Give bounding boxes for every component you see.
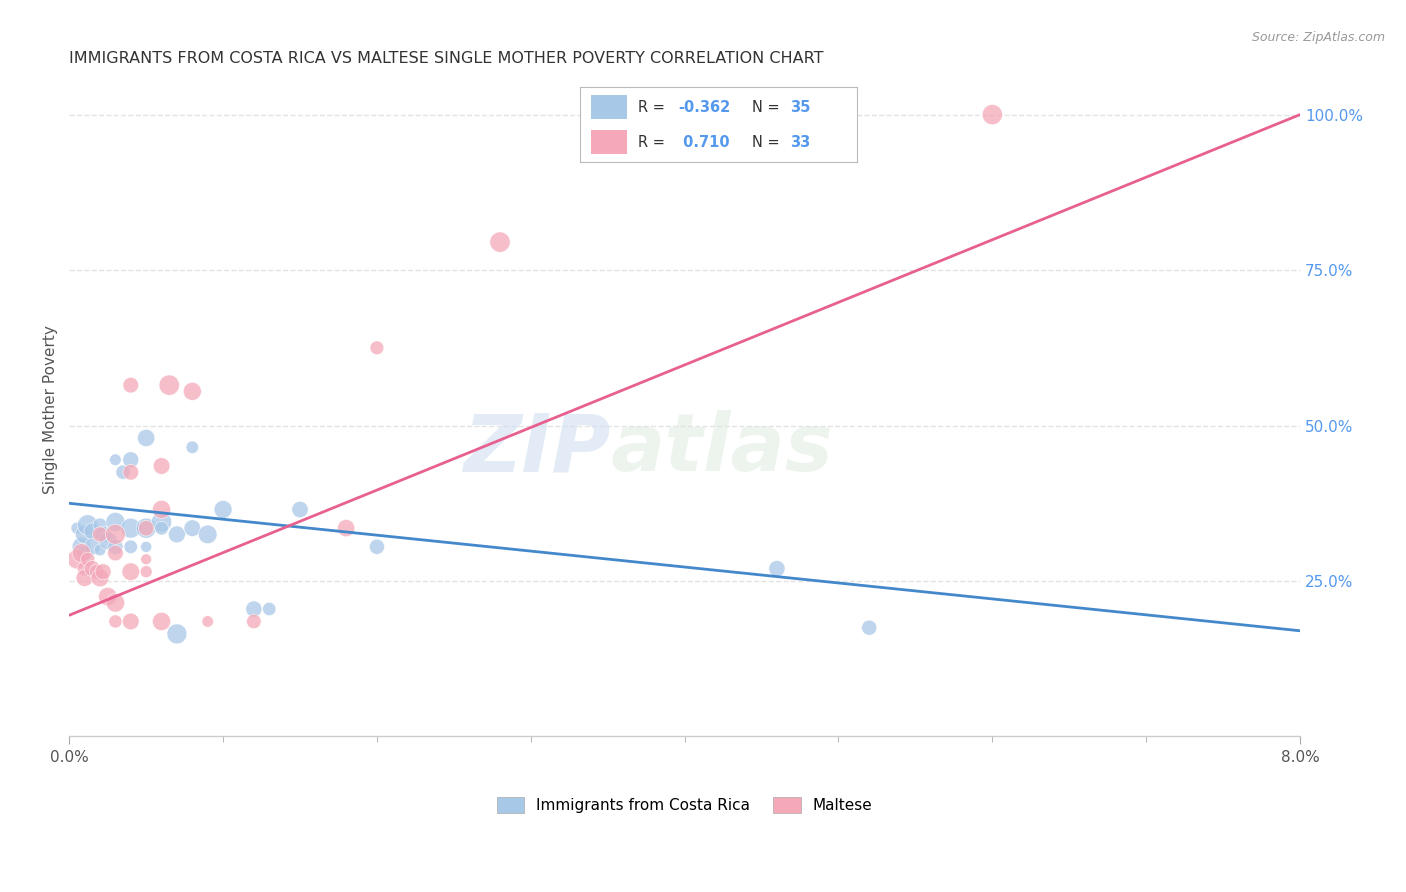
Point: [120, 615, 142, 629]
Point: [73, 546, 96, 560]
Point: [212, 502, 235, 516]
Point: [89, 518, 111, 533]
Text: atlas: atlas: [610, 410, 834, 488]
Point: [120, 540, 142, 554]
Point: [120, 565, 142, 579]
Point: [76, 552, 98, 566]
Point: [197, 527, 219, 541]
Point: [150, 615, 173, 629]
Point: [89, 543, 111, 558]
Point: [166, 527, 188, 541]
Point: [243, 602, 266, 616]
Point: [104, 615, 127, 629]
Point: [150, 515, 173, 529]
Point: [104, 540, 127, 554]
Point: [66, 552, 89, 566]
Text: ZIP: ZIP: [464, 410, 610, 488]
Point: [150, 502, 173, 516]
Point: [97, 533, 120, 548]
Point: [197, 615, 219, 629]
Point: [181, 521, 204, 535]
Point: [82, 540, 104, 554]
Point: [86, 565, 108, 579]
Point: [150, 458, 173, 473]
Point: [120, 452, 142, 467]
Point: [104, 596, 127, 610]
Point: [104, 527, 127, 541]
Point: [89, 571, 111, 585]
Point: [104, 452, 127, 467]
Point: [981, 107, 1004, 121]
Point: [135, 565, 157, 579]
Point: [70, 546, 93, 560]
Point: [366, 540, 388, 554]
Point: [66, 521, 89, 535]
Point: [135, 540, 157, 554]
Point: [73, 571, 96, 585]
Point: [150, 521, 173, 535]
Point: [243, 615, 266, 629]
Point: [70, 540, 93, 554]
Point: [166, 627, 188, 641]
Point: [104, 515, 127, 529]
Point: [135, 521, 157, 535]
Point: [181, 440, 204, 454]
Point: [335, 521, 357, 535]
Point: [135, 552, 157, 566]
Point: [181, 384, 204, 399]
Legend: Immigrants from Costa Rica, Maltese: Immigrants from Costa Rica, Maltese: [489, 789, 880, 822]
Point: [157, 378, 180, 392]
Point: [120, 465, 142, 479]
Point: [120, 521, 142, 535]
Point: [366, 341, 388, 355]
Point: [135, 431, 157, 445]
Point: [489, 235, 512, 249]
Point: [112, 465, 135, 479]
Point: [766, 561, 789, 575]
Y-axis label: Single Mother Poverty: Single Mother Poverty: [44, 326, 58, 494]
Text: IMMIGRANTS FROM COSTA RICA VS MALTESE SINGLE MOTHER POVERTY CORRELATION CHART: IMMIGRANTS FROM COSTA RICA VS MALTESE SI…: [69, 51, 824, 66]
Point: [82, 524, 104, 539]
Point: [257, 602, 280, 616]
Point: [104, 546, 127, 560]
Point: [288, 502, 311, 516]
Point: [91, 565, 114, 579]
Point: [73, 561, 96, 575]
Point: [135, 521, 157, 535]
Point: [73, 527, 96, 541]
Point: [82, 561, 104, 575]
Point: [120, 378, 142, 392]
Point: [91, 527, 114, 541]
Point: [97, 590, 120, 604]
Point: [858, 621, 880, 635]
Text: Source: ZipAtlas.com: Source: ZipAtlas.com: [1251, 31, 1385, 45]
Point: [76, 518, 98, 533]
Point: [89, 527, 111, 541]
